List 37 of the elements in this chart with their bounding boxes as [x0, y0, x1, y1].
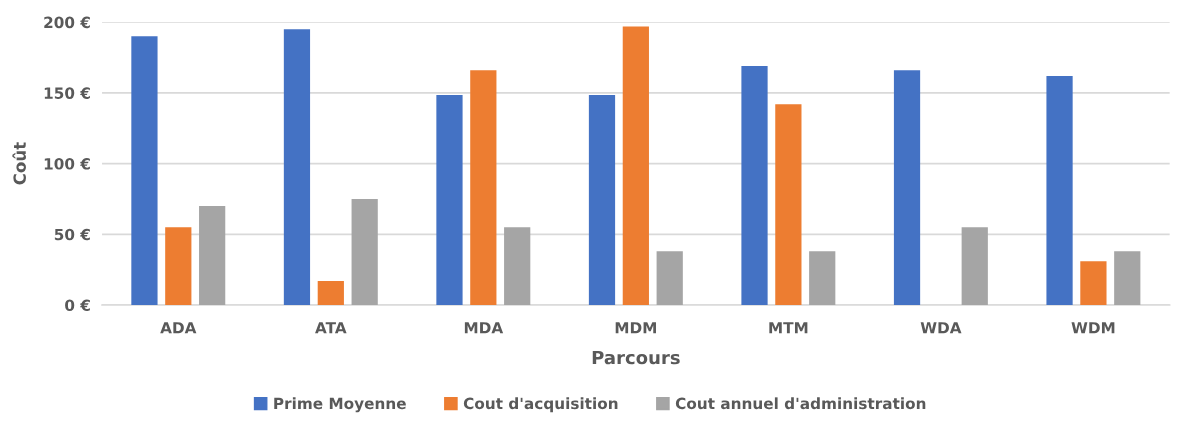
y-tick-label: 200 €: [44, 16, 90, 29]
bar: [893, 70, 921, 306]
bar: [165, 227, 192, 306]
y-axis-title: Coût: [12, 142, 26, 185]
x-tick-label: WDA: [920, 322, 962, 334]
bar: [961, 227, 988, 306]
bar: [351, 198, 378, 306]
bar: [283, 29, 311, 306]
bar: [809, 251, 836, 306]
legend-label: Cout d'acquisition: [463, 397, 618, 413]
y-tick-label: 150 €: [44, 87, 90, 99]
bar: [1114, 251, 1141, 306]
bar: [504, 227, 531, 306]
bar: [775, 104, 802, 306]
y-tick-label: 50 €: [54, 228, 90, 241]
bar: [622, 26, 649, 306]
x-tick-label: MDM: [615, 322, 656, 334]
bar: [1046, 75, 1073, 306]
x-axis-title: Parcours: [592, 350, 680, 365]
bar: [588, 94, 616, 306]
bar: [741, 66, 768, 306]
bar: [656, 251, 683, 306]
bar: [1080, 261, 1107, 306]
x-tick-label: ATA: [315, 322, 347, 334]
bar: [131, 36, 158, 306]
bar: [199, 206, 226, 306]
x-tick-label: MDA: [464, 322, 504, 334]
y-tick-label: 0 €: [65, 299, 90, 312]
bar: [470, 70, 497, 306]
legend-label: Cout annuel d'administration: [675, 397, 926, 410]
y-tick-label: 100 €: [44, 158, 90, 170]
legend-label: Prime Moyenne: [274, 397, 406, 413]
bar: [317, 280, 344, 306]
bar: [436, 94, 463, 306]
x-tick-label: WDM: [1071, 322, 1115, 334]
x-tick-label: ADA: [160, 322, 197, 334]
x-tick-label: MTM: [769, 322, 808, 334]
